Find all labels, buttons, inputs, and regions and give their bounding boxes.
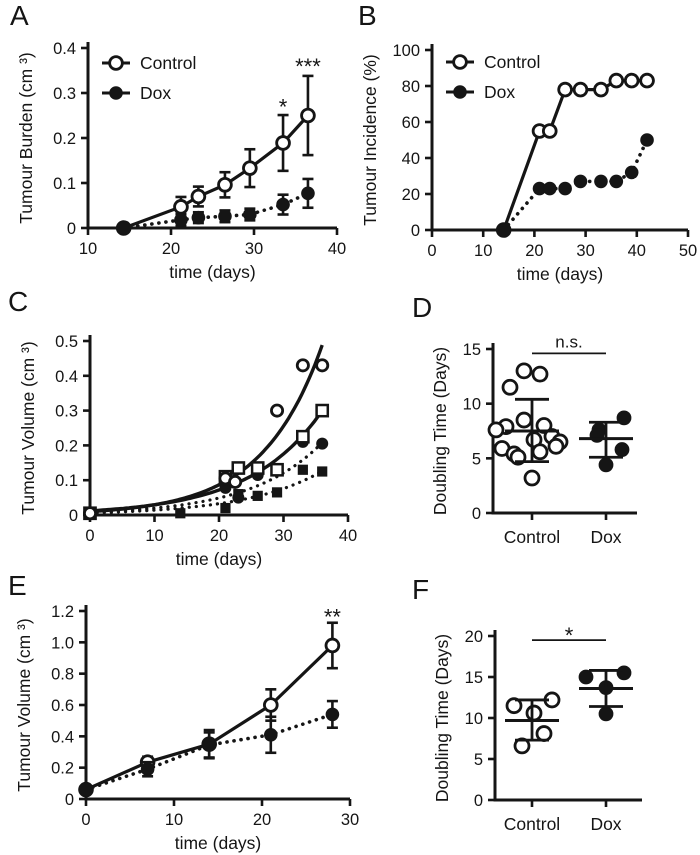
svg-text:20: 20 [465, 628, 483, 646]
svg-text:Dox: Dox [590, 814, 621, 834]
panel-label-c: C [8, 286, 29, 317]
panel-label-f: F [412, 574, 430, 605]
svg-text:5: 5 [472, 450, 481, 468]
svg-text:0.2: 0.2 [53, 130, 76, 148]
svg-text:**: ** [324, 605, 342, 630]
svg-text:15: 15 [463, 341, 481, 359]
svg-text:30: 30 [245, 240, 263, 258]
svg-text:Tumour Volume (cm ³): Tumour Volume (cm ³) [14, 618, 34, 791]
svg-text:time (days): time (days) [176, 549, 263, 569]
svg-text:*: * [279, 95, 288, 120]
svg-text:0: 0 [427, 242, 436, 260]
svg-text:40: 40 [328, 240, 346, 258]
svg-text:10: 10 [79, 240, 97, 258]
svg-text:0: 0 [474, 792, 483, 810]
svg-text:0.1: 0.1 [55, 472, 78, 490]
svg-text:n.s.: n.s. [555, 332, 582, 351]
panel-d: D 0 5 10 15 Doubling Time (Days) Control Dox n.… [360, 290, 700, 580]
chart-e-tumour-volume: 0 0.2 0.4 0.6 0.8 1.0 1.2 Tumour Volume (cm ³) 0… [14, 603, 359, 853]
svg-text:0.4: 0.4 [55, 368, 78, 386]
panel-label-b: B [358, 0, 377, 31]
panel-a: A 0 0.1 0.2 0.3 0.4 Tumour Burden (cm ³) 10 20 3… [0, 0, 350, 290]
svg-text:0.1: 0.1 [53, 175, 76, 193]
svg-text:0.4: 0.4 [53, 40, 76, 58]
svg-text:Tumour Volume (cm ³): Tumour Volume (cm ³) [18, 341, 38, 514]
svg-text:20: 20 [253, 811, 271, 829]
svg-text:10: 10 [165, 811, 183, 829]
svg-text:Dox: Dox [140, 83, 171, 103]
svg-text:Doubling Time (Days): Doubling Time (Days) [430, 347, 450, 515]
svg-text:0.3: 0.3 [53, 85, 76, 103]
svg-text:15: 15 [465, 669, 483, 687]
svg-text:0.4: 0.4 [51, 728, 74, 746]
svg-text:20: 20 [162, 240, 180, 258]
svg-text:0: 0 [411, 222, 420, 240]
chart-c-tumour-volume-fits: 0 0.1 0.2 0.3 0.4 0.5 Tumour Volume (cm ³) 0 10 2… [18, 333, 357, 569]
svg-text:0.2: 0.2 [51, 760, 74, 778]
chart-f-doubling-time: 0 5 10 15 20 Doubling Time (Days) Control Dox * [432, 623, 642, 834]
panel-label-e: E [8, 570, 27, 601]
svg-text:Control: Control [140, 53, 196, 73]
panel-b: B 0 20 40 60 80 100 Tumour Incidence (%) 0 10 20 3… [350, 0, 700, 290]
svg-text:Tumour Incidence (%): Tumour Incidence (%) [360, 54, 380, 226]
panel-label-d: D [412, 292, 433, 323]
svg-text:0: 0 [69, 507, 78, 525]
svg-text:1.2: 1.2 [51, 603, 74, 621]
chart-a-tumour-burden: 0 0.1 0.2 0.3 0.4 Tumour Burden (cm ³) 10 20 30 4… [16, 40, 346, 282]
svg-text:20: 20 [525, 242, 543, 260]
svg-text:0.3: 0.3 [55, 403, 78, 421]
panel-e: E 0 0.2 0.4 0.6 0.8 1.0 1.2 Tumour Volume (cm ³… [0, 570, 360, 855]
svg-text:100: 100 [392, 42, 420, 60]
svg-text:0: 0 [85, 527, 94, 545]
chart-b-tumour-incidence: 0 20 40 60 80 100 Tumour Incidence (%) 0 10 20 30 4… [360, 42, 697, 284]
svg-text:60: 60 [402, 114, 420, 132]
svg-text:40: 40 [628, 242, 646, 260]
panel-f: F 0 5 10 15 20 Doubling Time (Days) Control Dox… [360, 570, 700, 855]
svg-text:Control: Control [504, 814, 560, 834]
svg-text:20: 20 [402, 186, 420, 204]
svg-text:Dox: Dox [590, 527, 621, 547]
svg-text:time (days): time (days) [169, 262, 256, 282]
svg-text:0.8: 0.8 [51, 666, 74, 684]
svg-text:Dox: Dox [484, 82, 515, 102]
svg-text:80: 80 [402, 78, 420, 96]
svg-text:5: 5 [474, 751, 483, 769]
svg-text:1.0: 1.0 [51, 634, 74, 652]
svg-text:0.5: 0.5 [55, 333, 78, 351]
svg-text:time (days): time (days) [175, 833, 262, 853]
svg-text:10: 10 [465, 710, 483, 728]
svg-text:0: 0 [81, 811, 90, 829]
panel-c: C 0 0.1 0.2 0.3 0.4 0.5 Tumour Volume (cm ³) 0 1… [0, 286, 360, 580]
chart-d-doubling-time: 0 5 10 15 Doubling Time (Days) Control Dox n.s. [430, 332, 637, 547]
svg-text:10: 10 [145, 527, 163, 545]
svg-text:time (days): time (days) [517, 264, 604, 284]
panel-label-a: A [10, 0, 29, 31]
svg-text:Control: Control [504, 527, 560, 547]
svg-text:20: 20 [210, 527, 228, 545]
svg-text:*: * [565, 623, 574, 648]
svg-text:0.6: 0.6 [51, 697, 74, 715]
svg-text:Tumour Burden (cm ³): Tumour Burden (cm ³) [16, 52, 36, 223]
svg-text:Doubling Time (Days): Doubling Time (Days) [432, 634, 452, 802]
svg-text:10: 10 [474, 242, 492, 260]
svg-text:0: 0 [472, 505, 481, 523]
svg-text:Control: Control [484, 52, 540, 72]
svg-text:***: *** [295, 54, 321, 79]
svg-text:0: 0 [65, 791, 74, 809]
svg-text:30: 30 [341, 811, 359, 829]
svg-text:30: 30 [274, 527, 292, 545]
svg-text:40: 40 [402, 150, 420, 168]
svg-text:0.2: 0.2 [55, 437, 78, 455]
svg-text:10: 10 [463, 396, 481, 414]
svg-text:30: 30 [576, 242, 594, 260]
svg-text:40: 40 [339, 527, 357, 545]
svg-text:0: 0 [67, 220, 76, 238]
svg-text:50: 50 [679, 242, 697, 260]
